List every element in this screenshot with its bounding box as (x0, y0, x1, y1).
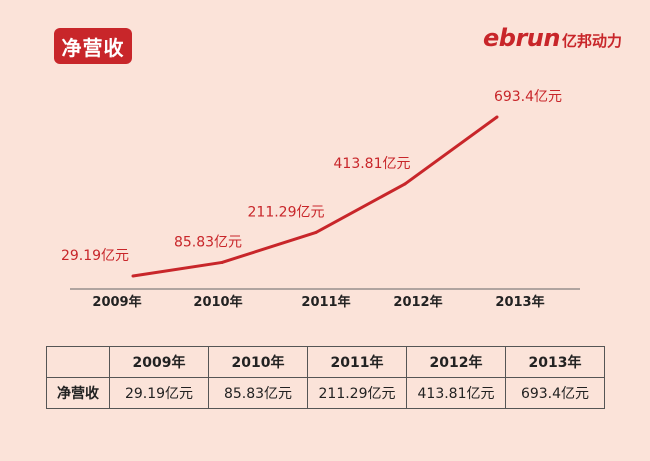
data-point (403, 182, 407, 186)
chart-title-badge: 净营收 (54, 28, 132, 64)
data-table: 2009年 2010年 2011年 2012年 2013年 净营收 29.19亿元 85.… (46, 346, 605, 409)
x-axis: 2009年 2010年 2011年 2012年 2013年 (70, 288, 580, 310)
x-tick-label: 2010年 (193, 294, 242, 310)
logo-latin-text: ebrun (483, 24, 560, 52)
table-row-label: 净营收 (46, 377, 110, 409)
table-corner-cell (46, 346, 110, 378)
x-tick-label: 2011年 (301, 294, 350, 310)
table-value-cell: 413.81亿元 (406, 377, 506, 409)
table-header-cell: 2009年 (109, 346, 209, 378)
series-line (132, 115, 498, 278)
table-header-row: 2009年 2010年 2011年 2012年 2013年 (46, 346, 605, 378)
data-label: 29.19亿元 (61, 248, 129, 264)
logo-cjk-text: 亿邦动力 (561, 32, 622, 50)
data-point (131, 274, 135, 278)
data-point (314, 230, 318, 234)
x-tick-label: 2013年 (495, 294, 544, 310)
table-header-cell: 2013年 (505, 346, 605, 378)
table-header-cell: 2011年 (307, 346, 407, 378)
x-tick-label: 2012年 (393, 294, 442, 310)
data-point (495, 115, 499, 119)
series (131, 115, 499, 278)
data-label: 85.83亿元 (174, 234, 242, 250)
data-label: 693.4亿元 (494, 89, 562, 105)
table-header-cell: 2010年 (208, 346, 308, 378)
x-tick-label: 2009年 (92, 294, 141, 310)
line-chart: 2009年 2010年 2011年 2012年 2013年 29.19亿元 85.83亿元… (61, 89, 580, 310)
table-value-cell: 693.4亿元 (505, 377, 605, 409)
ebrun-logo: ebrun 亿邦动力 (483, 24, 622, 52)
data-point (220, 260, 224, 264)
table-value-cell: 29.19亿元 (109, 377, 209, 409)
data-label: 413.81亿元 (334, 156, 411, 172)
table-value-cell: 85.83亿元 (208, 377, 308, 409)
table-value-cell: 211.29亿元 (307, 377, 407, 409)
data-labels: 29.19亿元 85.83亿元 211.29亿元 413.81亿元 693.4亿元 (61, 89, 562, 264)
table-data-row: 净营收 29.19亿元 85.83亿元 211.29亿元 413.81亿元 693.4亿… (46, 377, 605, 409)
chart-title: 净营收 (61, 35, 125, 60)
data-label: 211.29亿元 (248, 204, 325, 220)
table-header-cell: 2012年 (406, 346, 506, 378)
